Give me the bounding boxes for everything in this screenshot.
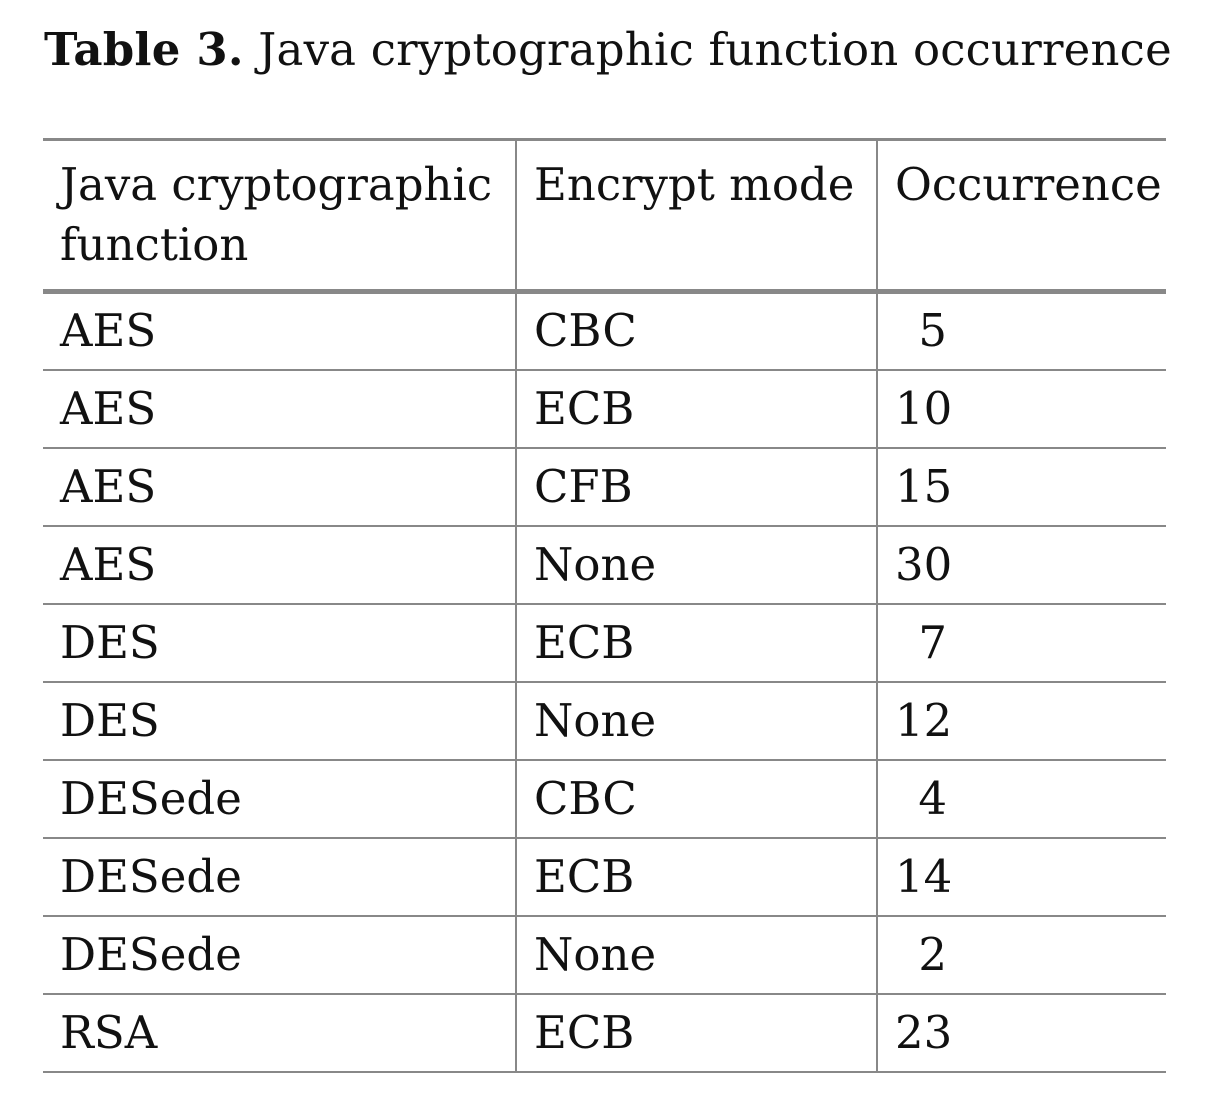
cell-function: AES	[60, 304, 157, 358]
occurrence-value: 15	[895, 459, 953, 513]
cell-mode: ECB	[515, 837, 877, 916]
cell-occurrence: 23	[876, 993, 1166, 1072]
cell-occurrence: 15	[876, 447, 1166, 526]
occurrence-value: 4	[918, 771, 947, 825]
cell-occurrence: 7	[876, 603, 1166, 682]
cell-occurrence: 4	[876, 759, 1166, 838]
header-function: Java cryptographic function	[60, 158, 493, 271]
caption-text: Java cryptographic function occurrence	[258, 23, 1172, 76]
table-row: DESede CBC 4	[43, 759, 1166, 838]
cell-occurrence: 5	[876, 291, 1166, 370]
cell-mode: ECB	[515, 603, 877, 682]
table-body: AES CBC 5 AES ECB 10 AES CFB 15 AES None…	[43, 291, 1166, 1072]
occurrence-value: 2	[918, 927, 947, 981]
data-table: Java cryptographic function Encrypt mode…	[43, 138, 1166, 1073]
header-encrypt-mode: Encrypt mode	[515, 139, 877, 292]
occurrence-value: 10	[895, 381, 953, 435]
table-row: DES None 12	[43, 681, 1166, 760]
occurrence-value: 5	[918, 304, 947, 358]
cell-function: RSA	[60, 1005, 158, 1059]
header-row: Java cryptographic function Encrypt mode…	[43, 139, 1166, 292]
cell-function: AES	[60, 459, 157, 513]
table-row: DESede ECB 14	[43, 837, 1166, 916]
cell-occurrence: 10	[876, 369, 1166, 448]
caption-label: Table 3.	[44, 23, 244, 76]
occurrence-value: 23	[895, 1005, 953, 1059]
table-container: Java cryptographic function Encrypt mode…	[43, 138, 1166, 1073]
cell-occurrence: 2	[876, 915, 1166, 994]
cell-function: AES	[60, 381, 157, 435]
cell-mode: None	[515, 681, 877, 760]
cell-mode: None	[515, 915, 877, 994]
table-row: DESede None 2	[43, 915, 1166, 994]
cell-mode: ECB	[515, 993, 877, 1072]
occurrence-value: 14	[895, 849, 953, 903]
table-row: RSA ECB 23	[43, 993, 1166, 1072]
table-header: Java cryptographic function Encrypt mode…	[43, 139, 1166, 292]
table-row: DES ECB 7	[43, 603, 1166, 682]
cell-function: AES	[60, 537, 157, 591]
cell-function: DES	[60, 693, 160, 747]
cell-mode: CBC	[515, 759, 877, 838]
cell-occurrence: 12	[876, 681, 1166, 760]
cell-mode: None	[515, 525, 877, 604]
occurrence-value: 12	[895, 693, 953, 747]
cell-function: DESede	[60, 771, 242, 825]
cell-function: DES	[60, 615, 160, 669]
cell-mode: CFB	[515, 447, 877, 526]
cell-function: DESede	[60, 849, 242, 903]
cell-occurrence: 30	[876, 525, 1166, 604]
cell-occurrence: 14	[876, 837, 1166, 916]
table-row: AES CFB 15	[43, 447, 1166, 526]
cell-mode: CBC	[515, 291, 877, 370]
table-row: AES ECB 10	[43, 369, 1166, 448]
table-caption: Table 3. Java cryptographic function occ…	[44, 22, 1172, 78]
table-row: AES None 30	[43, 525, 1166, 604]
occurrence-value: 7	[918, 615, 947, 669]
occurrence-value: 30	[895, 537, 953, 591]
header-occurrence: Occurrence	[876, 139, 1166, 292]
table-row: AES CBC 5	[43, 291, 1166, 370]
cell-mode: ECB	[515, 369, 877, 448]
cell-function: DESede	[60, 927, 242, 981]
